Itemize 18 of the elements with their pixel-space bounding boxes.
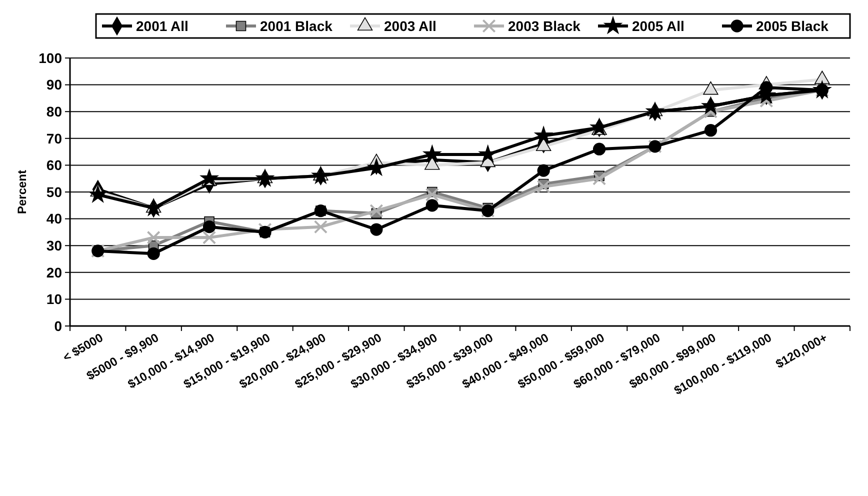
y-tick-label: 80: [46, 104, 62, 120]
legend-label: 2001 All: [136, 18, 188, 34]
y-tick-label: 30: [46, 238, 62, 254]
y-tick-label: 90: [46, 76, 62, 93]
legend-label: 2005 Black: [756, 18, 829, 34]
y-tick-label: 20: [46, 264, 62, 280]
y-tick-label: 100: [38, 50, 62, 66]
y-tick-label: 40: [46, 210, 62, 227]
y-tick-label: 50: [46, 184, 62, 200]
y-tick-label: 60: [46, 157, 62, 174]
y-axis-title: Percent: [15, 170, 29, 214]
legend-label: 2001 Black: [260, 18, 333, 34]
legend-label: 2003 Black: [508, 18, 581, 34]
y-tick-label: 70: [46, 130, 62, 146]
y-tick-label: 10: [46, 291, 62, 308]
legend-label: 2005 All: [632, 18, 684, 34]
y-tick-label: 0: [54, 318, 62, 334]
legend-label: 2003 All: [384, 18, 436, 34]
